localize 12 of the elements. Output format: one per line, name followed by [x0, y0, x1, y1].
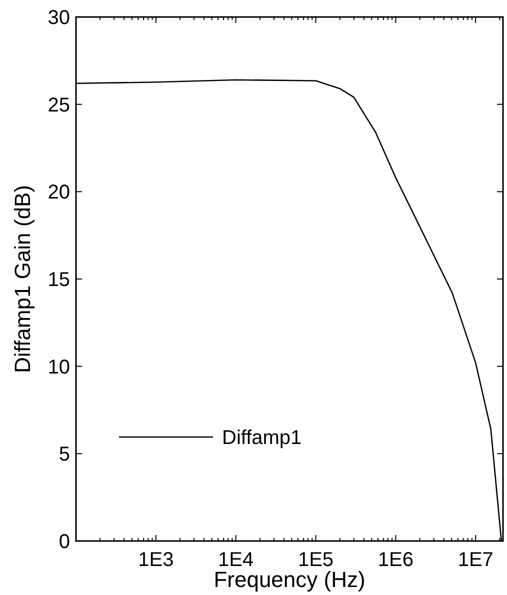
x-tick-label: 1E3	[138, 549, 174, 571]
y-tick-label: 10	[48, 356, 70, 378]
y-tick-label: 5	[58, 444, 70, 466]
y-tick-label: 0	[58, 531, 70, 553]
y-tick-label: 30	[48, 7, 70, 29]
y-axis-title: Diffamp1 Gain (dB)	[10, 185, 35, 373]
x-tick-label: 1E7	[458, 549, 494, 571]
x-tick-label: 1E6	[378, 549, 414, 571]
legend-label: Diffamp1	[222, 427, 302, 449]
y-tick-label: 25	[48, 94, 70, 116]
y-tick-label: 15	[48, 269, 70, 291]
y-tick-label: 20	[48, 182, 70, 204]
